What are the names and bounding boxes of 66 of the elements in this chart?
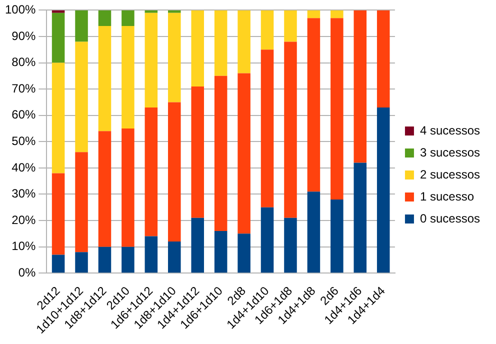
y-tick-label: 90% [12,28,36,43]
y-tick-label: 10% [12,239,36,254]
y-tick-label: 0% [18,265,36,280]
bar [75,152,88,252]
bar [168,10,181,13]
bar [214,231,228,273]
bar [260,50,274,208]
bar [214,76,228,232]
bar [52,254,65,273]
y-tick-label: 60% [12,108,36,122]
y-tick-label: 100% [4,2,36,17]
bar [75,10,88,42]
bar [260,207,274,273]
bar [191,86,204,218]
bar [168,12,181,102]
y-tick-label: 80% [12,55,36,70]
legend-label: 2 sucessos [420,167,480,182]
bar [376,10,390,108]
y-tick-label: 20% [12,212,36,227]
bar [52,173,65,255]
bar [144,107,158,236]
bar [238,10,250,74]
bar [144,10,158,13]
bar [330,10,344,18]
bar [52,62,65,174]
bar [214,10,228,76]
bar [354,10,367,163]
bar [122,128,134,247]
bar [191,10,204,86]
legend-label: 1 sucesso [420,189,474,204]
bar [75,252,88,273]
y-tick-label: 40% [12,160,36,174]
bar [168,102,181,242]
y-tick-label: 30% [12,186,36,201]
legend-label: 4 sucessos [420,123,480,138]
y-tick-label: 70% [12,81,36,96]
bar [122,246,134,273]
y-tick-label: 50% [12,134,36,148]
bar [98,10,112,26]
bar [168,242,181,273]
bar [75,42,88,152]
bar [144,236,158,273]
legend-label: 3 sucessos [420,145,480,160]
bar [307,18,320,192]
bar [307,192,320,273]
legend-label: 0 sucessos [420,211,480,226]
bar [260,10,274,50]
bar [52,12,65,63]
bar [284,42,297,218]
bar [144,12,158,108]
bar [330,18,344,200]
bar [284,218,297,273]
bar [354,162,367,273]
bar [98,131,112,247]
bar [122,10,134,26]
bar [191,218,204,273]
bar [238,73,250,234]
bar [376,107,390,273]
bar [98,246,112,273]
bar [284,10,297,42]
bar [307,10,320,18]
bar [98,26,112,132]
bar [122,26,134,129]
bar [52,10,65,13]
bar [330,199,344,273]
bar [238,234,250,273]
